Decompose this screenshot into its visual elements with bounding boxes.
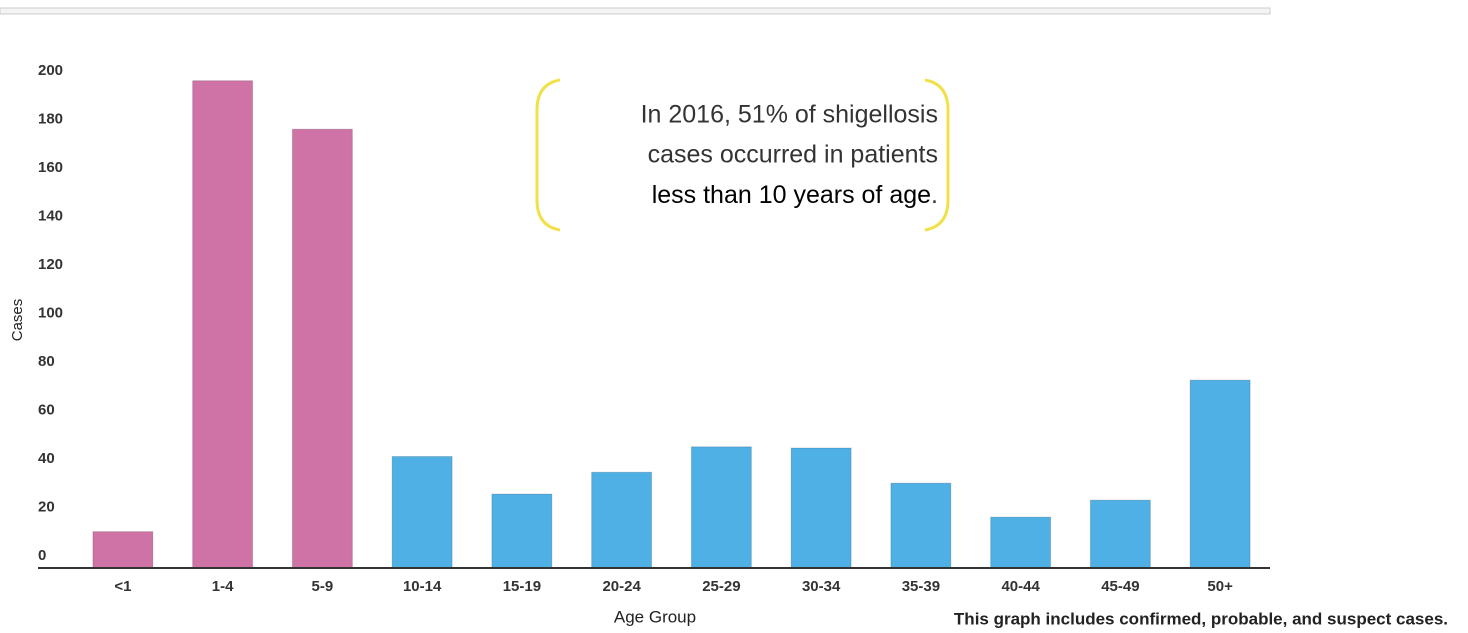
bar <box>790 447 852 569</box>
y-tick-label: 0 <box>38 547 46 564</box>
x-tick-label: 40-44 <box>1001 578 1040 595</box>
x-tick-label: <1 <box>114 578 131 595</box>
y-tick-label: 40 <box>38 450 55 467</box>
bar <box>890 482 952 569</box>
x-axis-label: Age Group <box>614 607 696 626</box>
x-tick-label: 45-49 <box>1101 578 1139 595</box>
bar <box>591 471 653 569</box>
bar <box>291 128 353 569</box>
x-tick-label: 15-19 <box>503 578 541 595</box>
annotation-emphasis: less than 10 years of age <box>652 181 931 209</box>
y-tick-label: 120 <box>38 256 63 273</box>
bar <box>192 80 254 569</box>
x-tick-label: 1-4 <box>212 578 234 595</box>
y-tick-label: 180 <box>38 111 63 128</box>
bar <box>391 455 453 569</box>
x-tick-label: 50+ <box>1207 578 1233 595</box>
x-tick-label: 5-9 <box>312 578 334 595</box>
x-tick-label: 35-39 <box>902 578 940 595</box>
x-tick-label: 30-34 <box>802 578 841 595</box>
bar <box>1189 379 1251 569</box>
scrollbar <box>0 7 1271 15</box>
bar <box>1089 499 1151 569</box>
x-tick-label: 25-29 <box>702 578 740 595</box>
x-tick-label: 20-24 <box>602 578 641 595</box>
y-tick-label: 80 <box>38 353 55 370</box>
annotation-end: . <box>931 181 938 209</box>
annotation-line: cases occurred in patients <box>648 141 938 169</box>
annotation-line: less than 10 years of age. <box>652 181 938 209</box>
bar <box>92 531 154 569</box>
annotation-line: In 2016, 51% of shigellosis <box>641 101 938 129</box>
bracket-right <box>924 78 950 232</box>
y-tick-label: 100 <box>38 305 63 322</box>
x-tick-label: 10-14 <box>403 578 442 595</box>
y-tick-label: 20 <box>38 498 55 515</box>
y-tick-label: 60 <box>38 402 55 419</box>
bracket-left <box>535 78 561 232</box>
y-tick-label: 160 <box>38 159 63 176</box>
bar <box>491 493 553 569</box>
y-tick-label: 200 <box>38 62 63 79</box>
bar <box>990 516 1052 569</box>
y-tick-label: 140 <box>38 208 63 225</box>
y-axis-label: Cases <box>9 299 26 342</box>
bar <box>690 446 752 569</box>
footnote: This graph includes confirmed, probable,… <box>954 609 1448 628</box>
